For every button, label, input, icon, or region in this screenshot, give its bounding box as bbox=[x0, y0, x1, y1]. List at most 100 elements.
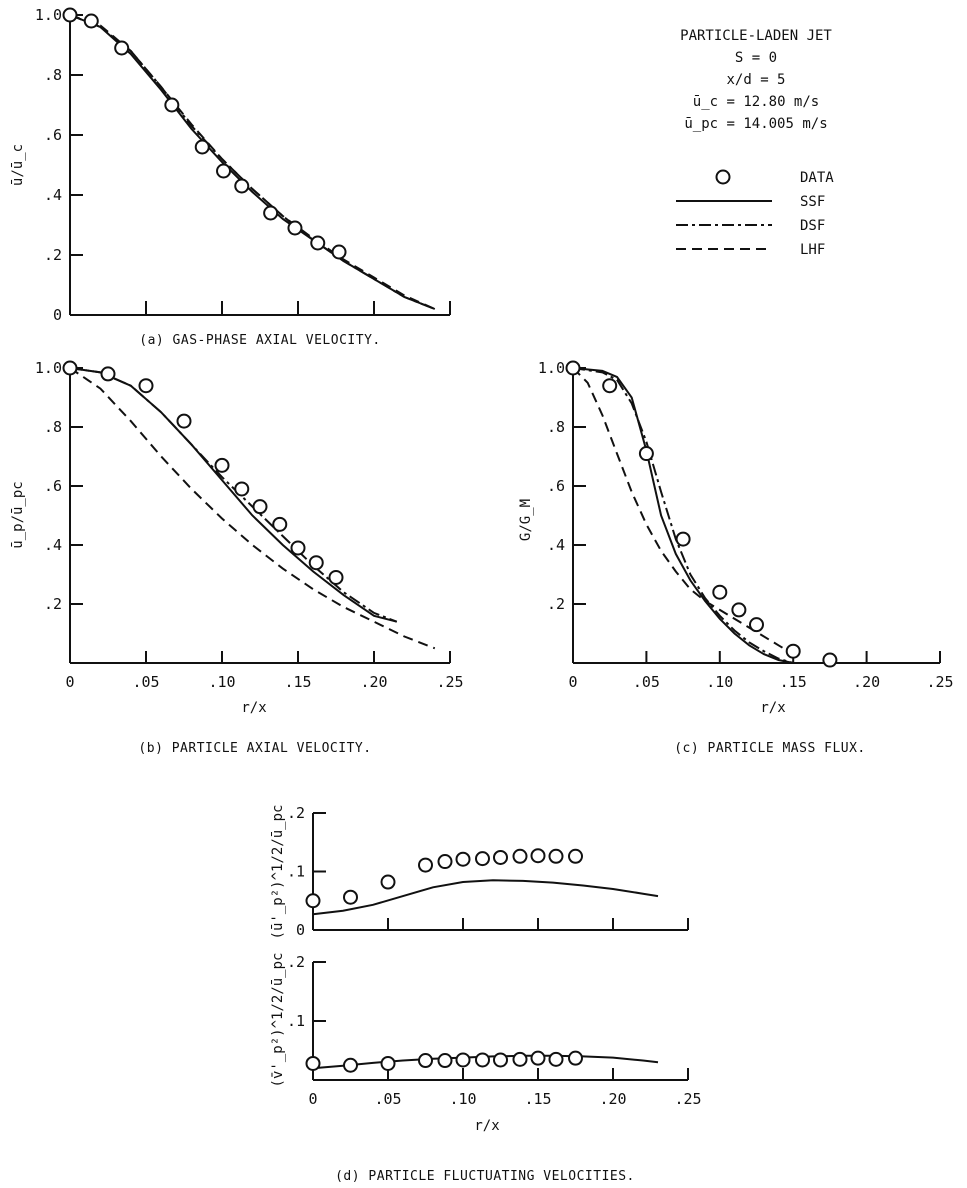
legend-line-swirl: S = 0 bbox=[735, 50, 777, 66]
legend-title: PARTICLE-LADEN JET bbox=[680, 28, 832, 44]
legend-marker-data bbox=[715, 169, 731, 185]
y-tick-label: .6 bbox=[547, 477, 565, 495]
y-tick-label: .2 bbox=[44, 595, 62, 613]
data-point bbox=[305, 1055, 321, 1071]
data-point bbox=[100, 366, 116, 382]
y-tick-label: .4 bbox=[44, 186, 62, 204]
panel-b-particle-axial-velocity: .2 .4 .6 .8 1.0 0 .05 .10 .15 .20 .25 ū_p/ū_pc bbox=[10, 359, 464, 691]
legend-label-dsf: DSF bbox=[800, 218, 825, 234]
data-point bbox=[822, 652, 838, 668]
data-point bbox=[530, 1050, 546, 1066]
y-axis-title: ū/ū_c bbox=[10, 144, 26, 186]
y-tick-label: .2 bbox=[547, 595, 565, 613]
data-point bbox=[234, 481, 250, 497]
panel-b-xlabel: r/x bbox=[241, 700, 266, 716]
y-tick-label: 0 bbox=[296, 921, 305, 939]
data-point bbox=[214, 457, 230, 473]
panel-c-particle-mass-flux: .2 .4 .6 .8 1.0 0 .05 .10 .15 .20 .25 G/G_M bbox=[518, 359, 954, 691]
y-tick-label: .8 bbox=[44, 418, 62, 436]
y-tick-label: .4 bbox=[547, 536, 565, 554]
data-point bbox=[675, 531, 691, 547]
y-tick-label: .2 bbox=[287, 953, 305, 971]
series-ssf-line bbox=[572, 367, 794, 664]
data-point bbox=[493, 1052, 508, 1068]
series-ssf-line bbox=[69, 367, 398, 623]
x-tick-label: .25 bbox=[436, 673, 463, 691]
data-point bbox=[164, 97, 180, 113]
data-point bbox=[138, 378, 154, 394]
panel-a-gas-phase-axial-velocity: 0 .2 .4 .6 .8 1.0 ū/ū_c bbox=[10, 6, 451, 324]
series-lhf-line bbox=[572, 367, 794, 655]
data-point bbox=[62, 7, 78, 23]
panel-a-caption: (a) GAS-PHASE AXIAL VELOCITY. bbox=[139, 333, 380, 348]
data-point bbox=[305, 893, 321, 909]
data-point bbox=[565, 360, 581, 376]
data-point bbox=[512, 848, 528, 864]
data-point bbox=[785, 643, 801, 659]
y-tick-label: .6 bbox=[44, 477, 62, 495]
series-dsf-line bbox=[69, 14, 436, 310]
panel-c-xlabel: r/x bbox=[760, 700, 785, 716]
data-point bbox=[530, 848, 546, 864]
data-point bbox=[568, 848, 583, 864]
legend-label-data: DATA bbox=[800, 170, 834, 186]
y-tick-label: 1.0 bbox=[538, 359, 565, 377]
data-point bbox=[749, 617, 764, 633]
data-point bbox=[287, 220, 303, 236]
data-point bbox=[418, 857, 433, 873]
x-tick-label: .15 bbox=[524, 1090, 551, 1108]
data-point bbox=[83, 13, 99, 29]
data-point bbox=[176, 413, 192, 429]
x-tick-label: .20 bbox=[360, 673, 387, 691]
data-point bbox=[418, 1053, 433, 1069]
legend-label-lhf: LHF bbox=[800, 242, 825, 258]
x-tick-label: .15 bbox=[284, 673, 311, 691]
y-tick-label: .8 bbox=[547, 418, 565, 436]
data-point bbox=[475, 1052, 490, 1068]
y-axis-title: (ū'_p²)^1/2/ū_pc bbox=[270, 805, 286, 940]
data-point bbox=[263, 205, 279, 221]
data-point bbox=[328, 569, 344, 585]
y-axis-title: (v̄'_p²)^1/2/ū_pc bbox=[270, 953, 286, 1088]
legend-line-xd: x/d = 5 bbox=[726, 72, 785, 88]
x-tick-label: .25 bbox=[926, 673, 953, 691]
y-axis-title: G/G_M bbox=[518, 499, 534, 541]
data-point bbox=[512, 1051, 528, 1067]
data-point bbox=[602, 378, 618, 394]
data-point bbox=[252, 499, 268, 515]
legend-label-ssf: SSF bbox=[800, 194, 825, 210]
data-point bbox=[475, 851, 490, 867]
legend: PARTICLE-LADEN JET S = 0 x/d = 5 ū_c = 1… bbox=[676, 28, 834, 258]
series-ssf-line bbox=[312, 1054, 659, 1070]
data-point bbox=[437, 854, 453, 870]
series-ssf-line bbox=[69, 14, 436, 310]
x-tick-label: 0 bbox=[65, 673, 74, 691]
data-point bbox=[234, 178, 250, 194]
data-point bbox=[343, 1057, 358, 1073]
y-tick-label: .1 bbox=[287, 1012, 305, 1030]
series-lhf-line bbox=[69, 367, 436, 650]
y-tick-label: .6 bbox=[44, 126, 62, 144]
panel-d-xlabel: r/x bbox=[474, 1118, 499, 1134]
x-tick-label: 0 bbox=[568, 673, 577, 691]
data-point bbox=[331, 244, 347, 260]
panel-d-caption: (d) PARTICLE FLUCTUATING VELOCITIES. bbox=[335, 1169, 635, 1184]
data-point bbox=[455, 1052, 471, 1068]
x-tick-label: .15 bbox=[780, 673, 807, 691]
x-tick-label: .05 bbox=[132, 673, 159, 691]
x-tick-label: .25 bbox=[674, 1090, 701, 1108]
x-tick-label: .10 bbox=[449, 1090, 476, 1108]
data-point bbox=[310, 235, 326, 251]
panel-d-axial-fluctuation: 0 .1 .2(ū'_p²)^1/2/ū_pc bbox=[270, 804, 689, 940]
y-tick-label: 1.0 bbox=[35, 359, 62, 377]
data-point bbox=[62, 360, 78, 376]
x-tick-label: .05 bbox=[633, 673, 660, 691]
x-tick-label: .10 bbox=[208, 673, 235, 691]
data-point bbox=[114, 40, 130, 56]
data-point bbox=[308, 555, 324, 571]
data-point bbox=[272, 516, 288, 532]
y-tick-label: 1.0 bbox=[35, 6, 62, 24]
panel-d-radial-fluctuation: .1.20.05.10.15.20.25(v̄'_p²)^1/2/ū_pc bbox=[270, 953, 702, 1108]
x-tick-label: .20 bbox=[853, 673, 880, 691]
